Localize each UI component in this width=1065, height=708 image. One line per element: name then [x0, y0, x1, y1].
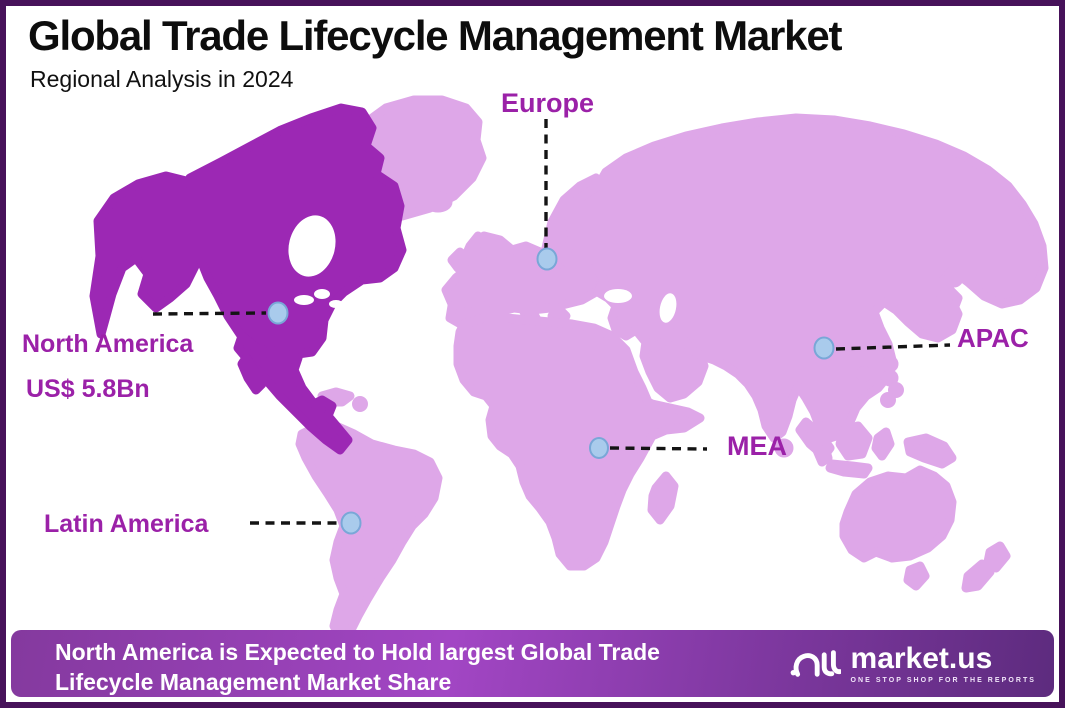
island-sri-lanka — [774, 438, 794, 458]
leader-line-north-america — [152, 311, 267, 316]
world-map — [89, 95, 1049, 643]
island-iceland — [423, 191, 453, 213]
marketus-logo-tagline: ONE STOP SHOP FOR THE REPORTS — [850, 676, 1036, 684]
region-label-apac: APAC — [957, 323, 1029, 353]
marker-europe — [536, 247, 558, 271]
caspian-sea — [659, 293, 677, 323]
island-japan — [929, 283, 963, 331]
great-lake-1 — [294, 295, 314, 305]
footer-caption-line2: Lifecycle Management Market Share — [55, 669, 452, 695]
marker-mea — [589, 437, 609, 459]
island-new-zealand-south — [961, 559, 995, 593]
island-borneo — [835, 421, 873, 461]
marketus-logo-icon — [790, 649, 841, 677]
island-hainan — [856, 366, 872, 382]
black-sea — [604, 289, 632, 303]
island-philippines-2 — [888, 382, 904, 398]
marker-apac — [813, 336, 835, 360]
continent-australia — [839, 465, 957, 563]
region-label-latin-america: Latin America — [44, 510, 209, 538]
footer-caption-line1: North America is Expected to Hold larges… — [55, 639, 660, 665]
hudson-bay — [288, 215, 336, 277]
region-baja-california — [237, 353, 267, 395]
marketus-logo-text: market.us ONE STOP SHOP FOR THE REPORTS — [850, 641, 1036, 684]
island-java — [825, 459, 873, 479]
island-taiwan — [881, 355, 899, 373]
island-madagascar — [647, 471, 679, 525]
marketus-logo-name: market.us — [850, 641, 993, 675]
island-hokkaido — [944, 268, 964, 288]
page-title: Global Trade Lifecycle Management Market — [28, 12, 842, 59]
marker-latin-america — [340, 511, 362, 535]
region-label-europe: Europe — [501, 88, 595, 118]
page-subtitle: Regional Analysis in 2024 — [30, 66, 294, 92]
continent-africa — [453, 313, 705, 571]
leader-line-apac — [835, 343, 951, 351]
region-alaska — [89, 171, 201, 339]
marker-north-america — [267, 301, 289, 325]
marketus-logo: market.us ONE STOP SHOP FOR THE REPORTS — [789, 640, 1036, 688]
region-mexico-central-america — [233, 331, 353, 455]
island-sumatra — [795, 417, 835, 461]
island-tasmania — [903, 561, 930, 591]
island-new-guinea — [903, 433, 957, 469]
great-lake-2 — [314, 289, 330, 299]
region-label-north-america: North America — [22, 330, 194, 358]
island-hispaniola — [352, 396, 368, 412]
island-philippines-3 — [880, 392, 896, 408]
island-new-zealand-north — [983, 541, 1011, 573]
island-ireland — [447, 247, 471, 273]
great-lake-3 — [329, 300, 343, 308]
leader-line-mea — [609, 446, 708, 451]
region-label-mea: MEA — [727, 431, 787, 461]
island-philippines-1 — [881, 369, 899, 387]
footer-caption: North America is Expected to Hold larges… — [55, 637, 660, 697]
continent-south-america — [295, 421, 443, 643]
island-sulawesi — [871, 427, 895, 461]
footer-banner: North America is Expected to Hold larges… — [11, 630, 1054, 697]
region-value-north-america: US$ 5.8Bn — [26, 375, 150, 403]
